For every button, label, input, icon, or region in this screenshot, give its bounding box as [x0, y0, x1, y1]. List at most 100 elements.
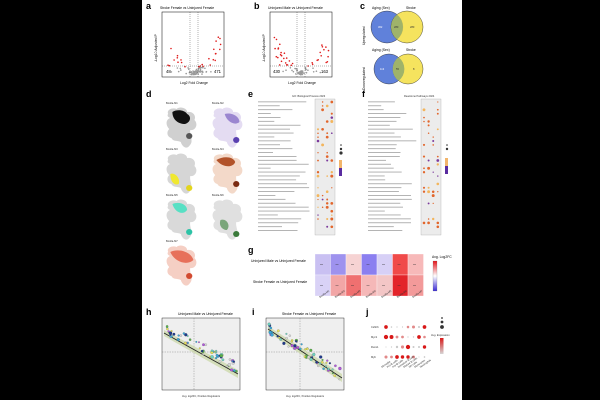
scatter-point [276, 329, 280, 333]
expression-dot [384, 355, 388, 359]
scatter-point [198, 347, 201, 350]
volcano-point [300, 74, 302, 76]
term-label-placeholder [368, 206, 403, 208]
term-label-placeholder [258, 191, 295, 192]
umap-m6 [212, 199, 243, 240]
venn-down-overlap [392, 57, 405, 81]
volcano-point [180, 61, 183, 64]
term-label-placeholder [368, 230, 403, 231]
term-label-placeholder [258, 128, 290, 130]
term-label-placeholder [368, 136, 401, 138]
enrichment-dot [422, 190, 426, 193]
expression-dot [395, 335, 399, 339]
panel-b-ylabel: -Log10 Adjusted P [262, 34, 266, 62]
enrichment-dot [325, 135, 329, 139]
volcano-point [195, 68, 198, 71]
scatter-point [317, 364, 320, 368]
panel-f-dots [422, 101, 440, 229]
scatter-point [312, 352, 316, 357]
expression-dot [400, 345, 405, 349]
term-label-placeholder [258, 117, 281, 118]
panel-a-xlabel: Log2 Fold Change [180, 81, 208, 85]
enrichment-dot [316, 194, 320, 198]
volcano-point [305, 68, 307, 70]
venn-up-overlap-value: 280 [394, 25, 399, 29]
heatmap-row-2: Stroke Female vs Uninjured Female [253, 280, 307, 284]
enrichment-dot [427, 221, 430, 225]
expression-dot [400, 355, 405, 359]
volcano-point [325, 61, 327, 64]
cell-type-label: Pro-B cells [386, 358, 399, 369]
volcano-point [205, 70, 208, 73]
panel-f-label: f [362, 89, 366, 99]
volcano-point [297, 71, 300, 74]
heatmap-col-label: Boolla-M5 [380, 289, 392, 299]
panel-a-count-right: 471 [214, 69, 222, 74]
volcano-point [319, 51, 321, 54]
legend-size-mid [339, 147, 343, 151]
scatter-point [299, 347, 302, 351]
module-m5-label: Boolla-M5 [166, 193, 178, 197]
enrichment-dot [427, 190, 431, 194]
term-label-placeholder [368, 156, 400, 157]
scatter-point [200, 349, 204, 353]
expression-dot [407, 336, 409, 338]
umap-m5 [166, 199, 197, 240]
enrichment-dot [325, 190, 329, 193]
term-label-placeholder [258, 210, 310, 212]
heatmap-col-labels: Boolla-M1 Boolla-M2 Boolla-M3 Boolla-M4 Bool… [318, 289, 423, 299]
volcano-point [277, 48, 279, 50]
enrichment-dot [330, 174, 334, 178]
volcano-point [190, 71, 193, 73]
enrichment-dot [422, 155, 426, 158]
module-m4-label: Boolla-M4 [212, 147, 224, 151]
volcano-point [280, 60, 283, 63]
scatter-point [293, 344, 297, 348]
umap-m1 [166, 107, 197, 148]
volcano-point [170, 47, 172, 50]
scatter-point [186, 335, 189, 337]
panel-e-dots [316, 100, 334, 229]
enrichment-dot [325, 202, 329, 205]
heatmap-col-label: Boolla-M1 [318, 289, 330, 299]
legend-color-bar-e-top [339, 160, 342, 168]
scatter-point [215, 349, 218, 352]
volcano-point [327, 55, 329, 58]
volcano-point [180, 59, 182, 61]
enrichment-dot [321, 101, 324, 103]
volcano-point [184, 65, 186, 68]
heatmap-legend-title: Avg. Log2FC [432, 255, 452, 259]
scatter-point [215, 353, 219, 357]
scatter-point [285, 337, 288, 340]
panel-h-ci-band [164, 330, 238, 378]
heatmap-sig-mark: *** [336, 284, 339, 288]
volcano-point [317, 59, 319, 61]
volcano-point [277, 56, 279, 59]
heatmap-sig-mark: *** [413, 263, 416, 267]
panel-a-count-left: 48 [166, 69, 171, 74]
volcano-point [168, 64, 171, 67]
legend-color-bar-f-top [445, 158, 448, 166]
volcano-point [290, 64, 293, 66]
term-label-placeholder [258, 113, 271, 114]
enrichment-dot [330, 209, 334, 213]
panel-g-label: g [248, 245, 254, 255]
panel-j-legend-bar [440, 338, 444, 354]
scatter-point [327, 367, 330, 371]
enrichment-dot [330, 120, 334, 123]
heatmap-col-label: Boolla-M7 [411, 289, 423, 299]
scatter-point [325, 361, 328, 364]
volcano-point [307, 69, 309, 71]
volcano-point [195, 72, 197, 75]
cell-type-label: Microglia [380, 359, 391, 369]
volcano-point [283, 52, 286, 54]
panel-b: b Uninjured Male vs Uninjured Female 430… [254, 1, 333, 85]
panel-b-count-right: 163 [321, 69, 329, 74]
cell-type-label: NK cells [408, 360, 419, 369]
enrichment-dot [330, 132, 333, 135]
volcano-point [189, 70, 191, 73]
term-label-placeholder [368, 144, 397, 146]
panel-a-ylabel: -Log10 Adjusted P [154, 34, 158, 62]
expression-dot [390, 346, 393, 348]
enrichment-dot [432, 144, 435, 146]
